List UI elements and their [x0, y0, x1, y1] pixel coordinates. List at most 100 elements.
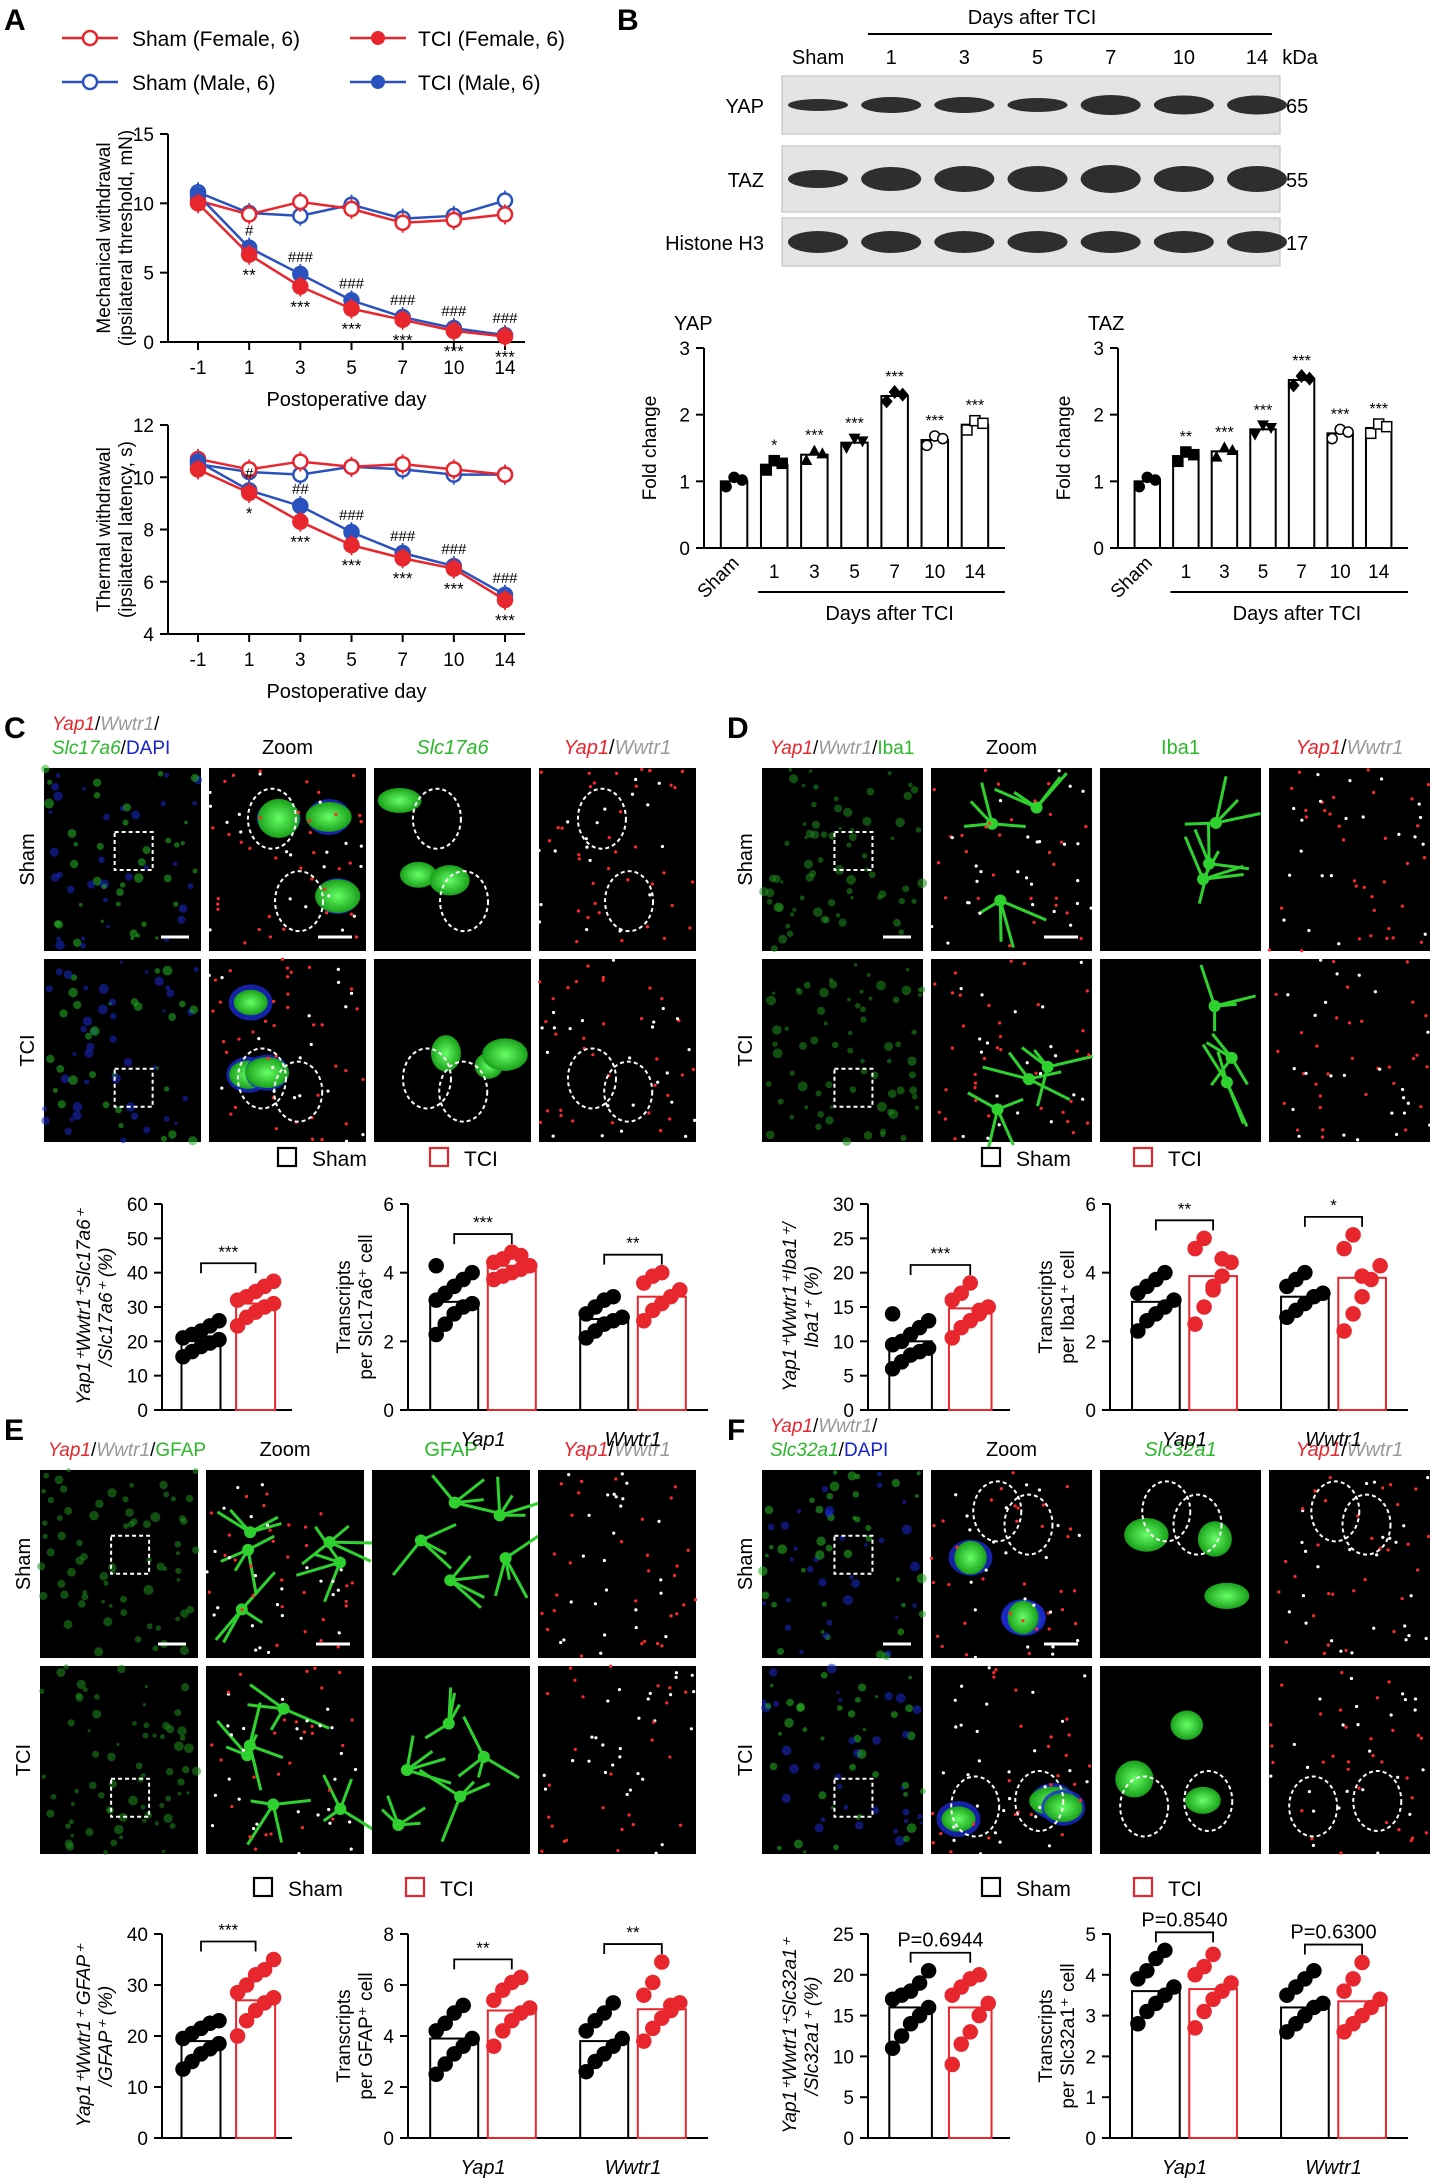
blot-band — [788, 99, 848, 111]
green-soma — [241, 1749, 254, 1762]
transcript-dot — [1311, 1843, 1316, 1847]
bar — [1133, 480, 1162, 550]
tissue-cell — [911, 898, 917, 904]
transcript-dot — [973, 1655, 978, 1660]
data-point — [1354, 1268, 1370, 1284]
data-point — [428, 2066, 444, 2082]
tissue-cell — [74, 1788, 79, 1794]
transcript-dot — [1341, 1723, 1345, 1727]
y-tick-label: 50 — [127, 1229, 148, 1250]
band-name: Histone H3 — [665, 233, 764, 255]
tissue-cell — [189, 1005, 199, 1015]
y-tick-label: 6 — [1085, 1195, 1096, 1216]
transcript-dot — [585, 927, 589, 932]
transcript-dot — [324, 911, 329, 915]
tissue-cell — [55, 773, 61, 778]
channel-header-main: Yap1/Wwtr1/GFAP — [48, 1440, 206, 1461]
transcript-dot — [686, 1548, 690, 1552]
y-tick-label: 2 — [383, 1332, 394, 1353]
transcript-dot — [980, 993, 984, 997]
tissue-cell — [68, 1819, 74, 1825]
tissue-cell — [142, 1732, 149, 1739]
cell-outline — [274, 870, 325, 933]
sig-label: * — [771, 438, 777, 455]
transcript-dot — [657, 1519, 661, 1523]
transcript-dot — [1411, 1000, 1415, 1004]
cell-outline — [1172, 1493, 1223, 1556]
y-tick-label: 6 — [383, 1976, 394, 1997]
y-tick-label: 5 — [1085, 1925, 1096, 1946]
transcript-dot — [655, 1641, 660, 1646]
transcript-dot — [545, 1050, 550, 1054]
transcript-dot — [606, 1699, 610, 1703]
transcript-dot — [648, 769, 652, 773]
transcript-dot — [213, 1793, 218, 1797]
sig-label: *** — [1215, 424, 1234, 441]
transcript-dot — [239, 830, 243, 834]
transcript-dot — [1059, 840, 1064, 844]
tissue-cell — [43, 1472, 50, 1479]
transcript-dot — [539, 770, 543, 774]
tissue-cell — [143, 1722, 150, 1729]
data-point — [953, 1285, 969, 1302]
transcript-dot — [1350, 1651, 1354, 1655]
tissue-cell — [761, 1699, 767, 1705]
transcript-dot — [1057, 769, 1061, 773]
y-tick-label: 25 — [833, 1229, 854, 1250]
data-point — [1205, 1278, 1221, 1295]
y-tick-label: 10 — [133, 468, 154, 489]
transcript-dot — [979, 1050, 984, 1054]
bar — [1364, 427, 1393, 549]
micrograph-tile — [206, 1666, 364, 1854]
tissue-cell — [146, 1557, 152, 1563]
sig-bracket — [1303, 1216, 1364, 1227]
transcript-dot — [280, 1578, 284, 1582]
transcript-dot — [1422, 855, 1427, 860]
tissue-cell — [96, 842, 104, 850]
blot-band — [1153, 166, 1214, 192]
transcript-dot — [1311, 1809, 1316, 1813]
tissue-cell — [903, 1835, 910, 1843]
transcript-dot — [280, 1697, 285, 1701]
transcript-dot — [344, 1604, 348, 1608]
tissue-cell — [92, 778, 102, 787]
transcript-dot — [1014, 1688, 1018, 1692]
transcript-dot — [539, 902, 543, 907]
transcript-dot — [1418, 815, 1423, 820]
tissue-cell — [822, 1632, 830, 1640]
tissue-cell — [908, 782, 913, 788]
transcript-dot — [963, 1621, 967, 1625]
transcript-dot — [1342, 1133, 1346, 1137]
transcript-dot — [268, 1528, 272, 1532]
row-label: Sham — [17, 833, 39, 885]
tissue-cell — [55, 968, 63, 976]
blot-band — [1227, 95, 1287, 115]
transcript-dot — [659, 1129, 663, 1133]
transcript-dot — [665, 1701, 669, 1705]
transcript-dot — [260, 1483, 264, 1487]
tissue-cell — [829, 1105, 834, 1109]
y-tick-label: 0 — [383, 2129, 394, 2150]
tissue-cell — [842, 1137, 852, 1147]
transcript-dot — [1405, 1776, 1409, 1780]
transcript-dot — [1048, 812, 1053, 817]
tissue-cell — [918, 1610, 926, 1618]
transcript-dot — [1426, 783, 1431, 787]
transcript-dot — [1022, 1582, 1027, 1586]
transcript-dot — [983, 768, 987, 773]
y-tick-label: 0 — [679, 539, 690, 560]
transcript-dot — [955, 1545, 959, 1549]
transcript-dot — [1047, 850, 1052, 855]
transcript-dot — [294, 1720, 298, 1724]
data-point — [645, 1974, 661, 1991]
transcript-dot — [1400, 1596, 1404, 1601]
tissue-cell — [122, 803, 132, 812]
y-tick-label: 15 — [833, 2007, 854, 2028]
green-soma — [277, 1702, 290, 1715]
transcript-dot — [1327, 1592, 1331, 1596]
tissue-cell — [132, 1720, 137, 1726]
transcript-dot — [991, 873, 996, 877]
data-point — [962, 1275, 978, 1291]
tissue-cell — [47, 1496, 55, 1504]
data-point — [1149, 474, 1162, 486]
